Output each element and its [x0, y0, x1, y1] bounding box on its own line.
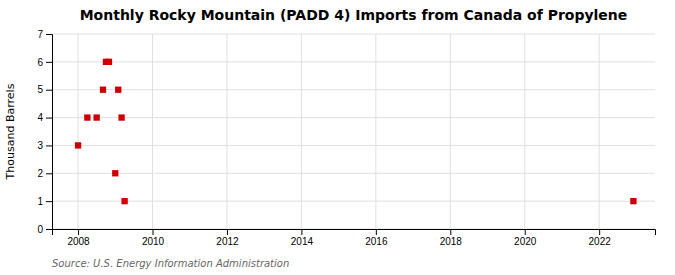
x-grid-line: [226, 34, 227, 229]
point: [94, 114, 100, 120]
x-tick-label: 2020: [514, 236, 537, 247]
y-tick-mark: [46, 145, 52, 146]
y-tick-mark: [46, 34, 52, 35]
point: [630, 198, 636, 204]
y-tick: 5: [37, 84, 52, 95]
y-tick-label: 7: [37, 29, 43, 40]
x-tick-mark: [301, 229, 302, 235]
y-tick-label: 3: [37, 140, 43, 151]
y-tick-label: 0: [37, 224, 43, 235]
x-axis: 2008 2010 2012 2014 2016 2018 2020 2022: [53, 229, 656, 247]
y-axis-title: Thousand Barrels: [4, 83, 17, 180]
y-grid-line: [52, 61, 655, 62]
title: Monthly Rocky Mountain (PADD 4) Imports …: [80, 7, 628, 23]
x-tick: 2012: [216, 229, 239, 247]
y-tick-label: 1: [37, 196, 43, 207]
x-tick: 2016: [365, 229, 388, 247]
y-tick: 2: [37, 168, 52, 179]
y-tick-label: 6: [37, 57, 43, 68]
y-axis: 0 1 2 3 4 5 6 7: [37, 29, 52, 235]
y-tick-label: 4: [37, 112, 43, 123]
point: [100, 87, 106, 93]
x-tick: 2014: [291, 229, 314, 247]
x-tick-label: 2012: [216, 236, 239, 247]
point: [121, 198, 127, 204]
y-tick-label: 2: [37, 168, 43, 179]
chart: 2008 2010 2012 2014 2016 2018 2020 2022 0 1 2 3 4 5 6 7…: [0, 0, 675, 275]
y-tick-label: 5: [37, 84, 43, 95]
points: [75, 59, 637, 205]
y-tick: 3: [37, 140, 52, 151]
point: [115, 87, 121, 93]
y-axis-line: [46, 35, 53, 230]
point: [75, 142, 81, 148]
point: [118, 114, 124, 120]
x-tick: 2020: [514, 229, 537, 247]
y-grid-line: [52, 173, 655, 174]
y-tick: 7: [37, 29, 52, 40]
y-grid-line: [52, 89, 655, 90]
x-tick-mark: [78, 229, 79, 235]
x-grid-line: [524, 34, 525, 229]
y-grid-line: [52, 145, 655, 146]
y-tick: 6: [37, 57, 52, 68]
x-tick: 2008: [67, 229, 90, 247]
x-tick-label: 2022: [589, 236, 612, 247]
x-tick: 2010: [142, 229, 165, 247]
x-tick-mark: [376, 229, 377, 235]
y-tick-mark: [46, 173, 52, 174]
x-grid-line: [599, 34, 600, 229]
y-grid-line: [52, 117, 655, 118]
x-tick-mark: [450, 229, 451, 235]
x-tick-label: 2010: [142, 236, 165, 247]
x-grid-line: [152, 34, 153, 229]
x-grid-line: [375, 34, 376, 229]
x-grid-line: [450, 34, 451, 229]
x-grid-line: [78, 34, 79, 229]
point: [106, 59, 112, 65]
y-tick: 0: [37, 224, 52, 235]
x-tick: 2018: [440, 229, 463, 247]
y-tick: 4: [37, 112, 52, 123]
x-tick: 2022: [589, 229, 612, 247]
x-tick-mark: [525, 229, 526, 235]
y-tick-mark: [46, 201, 52, 202]
point: [112, 170, 118, 176]
y-tick-mark: [46, 118, 52, 119]
point: [84, 114, 90, 120]
source: Source: U.S. Energy Information Administ…: [52, 258, 289, 269]
x-axis-line: [53, 230, 656, 236]
grid: [52, 34, 655, 229]
y-grid-line: [52, 34, 655, 35]
x-tick-mark: [227, 229, 228, 235]
y-grid-line: [52, 201, 655, 202]
x-tick-mark: [153, 229, 154, 235]
x-tick-label: 2016: [365, 236, 388, 247]
x-grid-line: [301, 34, 302, 229]
plot-area: 2008 2010 2012 2014 2016 2018 2020 2022 0 1 2 3 4 5 6 7: [37, 29, 655, 247]
y-tick-mark: [46, 62, 52, 63]
x-tick-label: 2018: [440, 236, 463, 247]
x-tick-label: 2008: [67, 236, 90, 247]
x-tick-label: 2014: [291, 236, 314, 247]
y-tick-mark: [46, 229, 52, 230]
y-tick-mark: [46, 90, 52, 91]
y-tick: 1: [37, 196, 52, 207]
x-tick-mark: [599, 229, 600, 235]
